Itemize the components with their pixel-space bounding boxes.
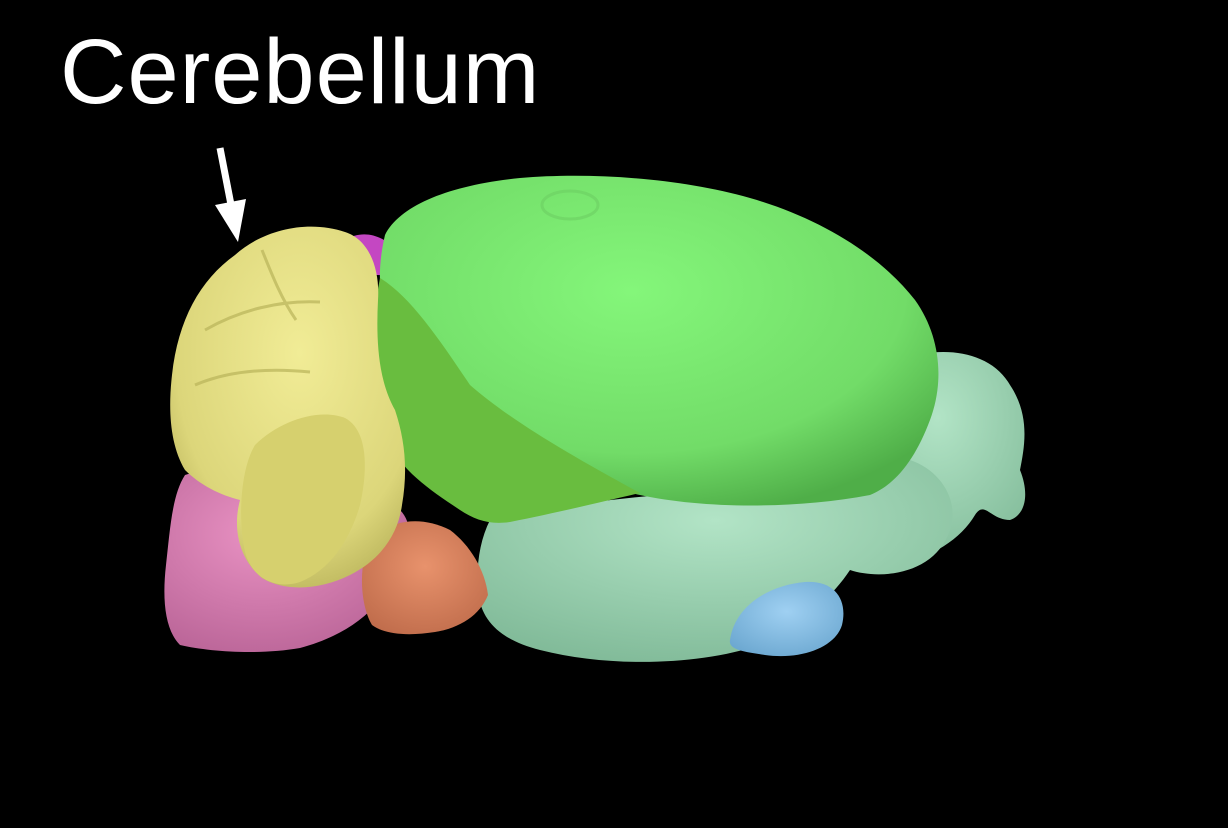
cerebellum-lateral-lobe xyxy=(241,414,365,585)
cerebellum-folia xyxy=(194,249,321,387)
hypothalamus-region xyxy=(729,581,844,657)
pons-region xyxy=(361,521,488,635)
cerebellum-label: Cerebellum xyxy=(60,21,541,123)
lateral-cortex-band xyxy=(373,278,640,523)
pointer-arrow xyxy=(215,147,246,242)
ventral-brain-region xyxy=(477,460,953,662)
cortex-surface-dimple xyxy=(540,189,600,221)
